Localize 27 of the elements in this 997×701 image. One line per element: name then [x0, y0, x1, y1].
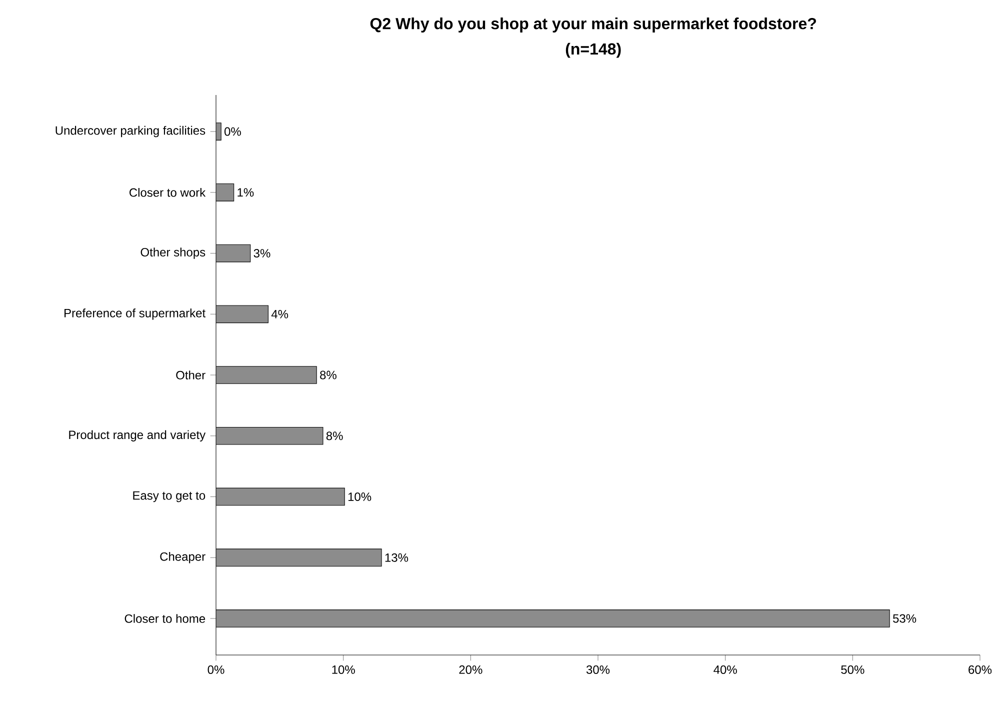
x-tick-label: 40%	[714, 665, 737, 674]
y-tick-label: Easy to get to	[133, 491, 206, 502]
x-tick-label: 20%	[459, 665, 482, 674]
y-tick-label: Closer to home	[124, 614, 206, 623]
data-label: 3%	[254, 249, 270, 258]
data-label: 10%	[348, 492, 372, 501]
x-tick-label: 50%	[841, 665, 864, 674]
data-label: 4%	[271, 310, 288, 318]
data-label: 53%	[893, 614, 916, 623]
y-tick-label: Closer to work	[130, 188, 206, 197]
data-label: 8%	[320, 370, 336, 380]
y-tick-label: Preference of supermarket	[64, 308, 206, 320]
data-label: 8%	[326, 432, 343, 440]
chart-title: Q2 Why do you shop at your main supermarket foodstore?	[370, 18, 816, 32]
data-label: 1%	[238, 188, 254, 197]
x-tick-label: 60%	[968, 665, 992, 674]
x-tick-label: 30%	[586, 665, 610, 674]
data-label: 13%	[385, 553, 408, 562]
y-tick-label: Other	[176, 370, 206, 380]
x-tick-label: 10%	[332, 665, 355, 674]
data-label: 0%	[224, 127, 241, 136]
y-tick-label: Product range and variety	[69, 430, 206, 442]
y-tick-label: Other shops	[140, 248, 206, 259]
y-tick-label: Undercover parking facilities	[56, 126, 206, 138]
y-tick-label: Cheaper	[160, 552, 206, 564]
chart-subtitle: (n=148)	[566, 42, 621, 58]
x-tick-label: 0%	[208, 665, 224, 674]
